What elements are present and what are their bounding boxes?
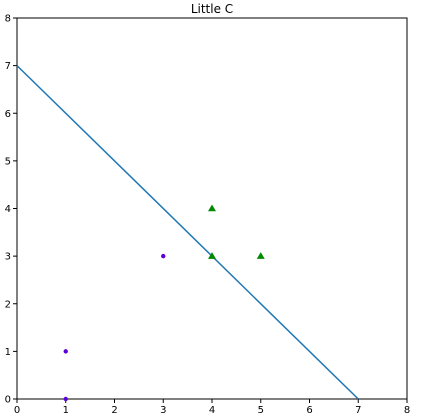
y-tick-label: 2 (5, 299, 11, 310)
data-point-triangle (257, 252, 265, 259)
y-tick-label: 5 (5, 156, 11, 167)
x-tick-label: 4 (209, 405, 215, 416)
x-tick-label: 3 (160, 405, 166, 416)
decision-boundary-line (17, 66, 358, 399)
data-point-circle (64, 397, 68, 401)
y-tick-label: 6 (5, 109, 11, 120)
data-point-circle (161, 254, 165, 258)
x-tick-label: 6 (306, 405, 312, 416)
x-tick-label: 7 (355, 405, 361, 416)
y-tick-label: 4 (5, 204, 11, 215)
y-tick-label: 1 (5, 347, 11, 358)
y-tick-label: 7 (5, 61, 11, 72)
x-tick-label: 2 (111, 405, 117, 416)
x-tick-label: 8 (404, 405, 410, 416)
y-tick-label: 3 (5, 252, 11, 263)
data-point-circle (64, 349, 68, 353)
x-tick-label: 0 (14, 405, 20, 416)
y-tick-label: 0 (5, 395, 11, 406)
y-axis: 0 1 2 3 4 5 6 7 8 (5, 14, 17, 406)
y-tick-label: 8 (5, 14, 11, 25)
data-point-triangle (208, 205, 216, 212)
x-axis: 0 1 2 3 4 5 6 7 8 (14, 399, 410, 416)
lines-layer (17, 66, 358, 399)
points-layer (64, 205, 265, 402)
x-tick-label: 1 (63, 405, 69, 416)
chart-title: Little C (191, 2, 233, 16)
x-tick-label: 5 (258, 405, 264, 416)
